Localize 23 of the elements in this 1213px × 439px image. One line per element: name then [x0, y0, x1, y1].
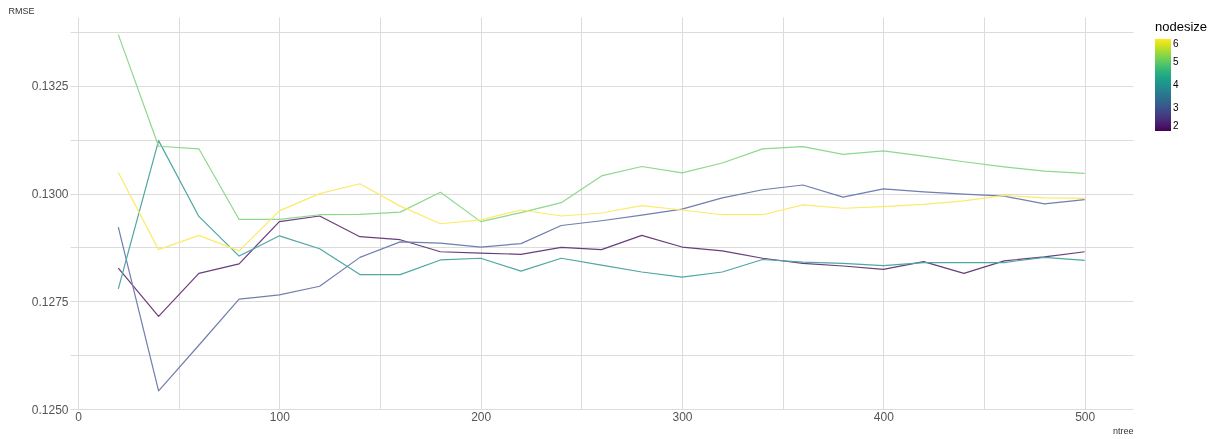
color-bar-label: 2 — [1173, 120, 1179, 131]
x-tick-label: 300 — [672, 409, 693, 424]
y-axis-title: RMSE — [8, 5, 35, 16]
y-tick-label: 0.1275 — [31, 294, 69, 309]
x-tick-label: 200 — [471, 409, 492, 424]
y-tick-label: 0.1250 — [31, 402, 69, 417]
x-axis-title: ntree — [1112, 425, 1134, 436]
color-bar-label: 4 — [1173, 79, 1179, 90]
x-tick-label: 100 — [269, 409, 291, 424]
x-tick-label: 0 — [75, 409, 83, 424]
color-bar-label: 6 — [1173, 38, 1179, 49]
x-tick-label: 400 — [873, 409, 895, 424]
color-bar-label: 5 — [1173, 56, 1179, 67]
line-series — [117, 184, 1086, 392]
line-series — [117, 140, 1086, 290]
color-bar-title: nodesize — [1155, 19, 1208, 34]
x-tick-label: 500 — [1075, 409, 1096, 424]
color-bar-label: 3 — [1173, 102, 1179, 113]
y-tick-label: 0.1325 — [31, 79, 69, 94]
line-series — [117, 171, 1086, 252]
line-series — [117, 215, 1086, 317]
y-tick-label: 0.1300 — [31, 187, 69, 202]
line-series — [117, 34, 1086, 223]
